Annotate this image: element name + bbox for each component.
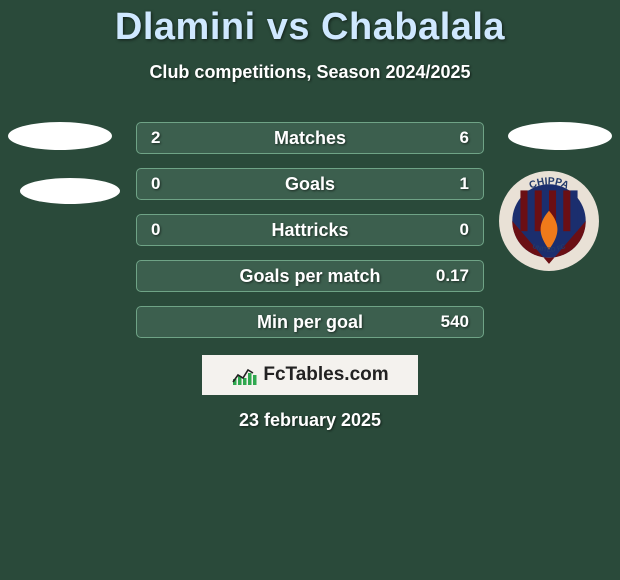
- stat-right-value: 0.17: [429, 266, 469, 286]
- player-left-oval-1: [8, 122, 112, 150]
- stat-row: 0Goals1: [136, 168, 484, 200]
- stat-label: Hattricks: [191, 220, 429, 241]
- stat-right-value: 0: [429, 220, 469, 240]
- page-title: Dlamini vs Chabalala: [0, 6, 620, 49]
- club-badge-right: CHIPPA UNITED FC: [498, 170, 600, 272]
- stat-label: Goals: [191, 174, 429, 195]
- stat-right-value: 540: [429, 312, 469, 332]
- stat-label: Matches: [191, 128, 429, 149]
- player-left-oval-2: [20, 178, 120, 204]
- stat-left-value: 0: [151, 220, 191, 240]
- stat-row: Min per goal540: [136, 306, 484, 338]
- stat-row: 2Matches6: [136, 122, 484, 154]
- brand-box: FcTables.com: [202, 355, 418, 395]
- brand-text: FcTables.com: [263, 364, 388, 386]
- player-right-oval-1: [508, 122, 612, 150]
- subtitle: Club competitions, Season 2024/2025: [0, 62, 620, 83]
- stat-right-value: 6: [429, 128, 469, 148]
- stat-left-value: 0: [151, 174, 191, 194]
- stat-left-value: 2: [151, 128, 191, 148]
- stat-label: Goals per match: [191, 266, 429, 287]
- stat-label: Min per goal: [191, 312, 429, 333]
- stat-row: 0Hattricks0: [136, 214, 484, 246]
- date-text: 23 february 2025: [0, 410, 620, 431]
- stat-right-value: 1: [429, 174, 469, 194]
- brand-chart-icon: [231, 365, 257, 385]
- stat-row: Goals per match0.17: [136, 260, 484, 292]
